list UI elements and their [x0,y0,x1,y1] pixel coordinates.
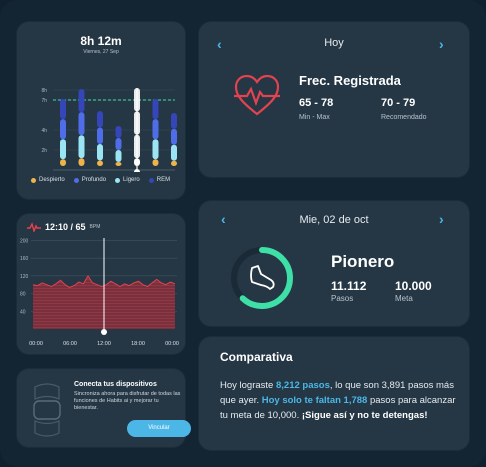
sleep-chart[interactable]: 8h7h4h2hLunMarMiéJueVieSábDom [17,22,185,172]
legend-label: Ligero [123,177,140,183]
hr-ytick: 160 [20,256,29,262]
min-max-value: 65 - 78 [299,97,334,109]
sleep-card[interactable]: 8h 12m Viernes, 27 Sep 8h7h4h2hLunMarMié… [17,22,185,199]
recommended-label: Recomendado [381,114,427,121]
comparison-text: Hoy lograste 8,212 pasos, lo que son 3,8… [220,378,460,423]
sleep-bar-segment [60,139,66,160]
legend-rem: REM [148,177,171,183]
hr-ytick: 120 [20,274,29,280]
hr-xtick: 12:00 [97,341,111,347]
connect-title: Conecta tus dispositivos [74,381,157,388]
min-max-label: Min - Max [299,114,330,121]
sleep-legend: Despierto Profundo Ligero REM [31,177,170,183]
sleep-date: Viernes, 27 Sep [83,49,119,55]
sleep-ytick: 2h [41,148,47,154]
hr-xtick: 00:00 [29,341,43,347]
sleep-bar-segment [152,139,159,160]
hr-xtick: 18:00 [131,341,145,347]
steps-value: 11.112 [331,279,367,293]
connect-description: Sincroniza ahora para disfrutar de todas… [74,391,181,411]
recommended-value: 70 - 79 [381,97,416,109]
legend-despierto: Despierto [31,177,65,183]
heart-rate-value: 12:10 / 65 [45,222,86,232]
heart-summary-header: Hoy [324,37,344,49]
sleep-bar-segment [171,144,177,161]
sleep-bar-segment [152,159,159,166]
link-button[interactable]: Vincular [127,420,191,437]
hr-ytick: 200 [20,238,29,244]
heart-rate-unit: BPM [89,224,101,230]
goal-label: Meta [395,294,413,303]
legend-label: Profundo [81,177,107,183]
sleep-bar-segment [115,138,122,150]
steps-progress-ring [231,247,293,309]
connect-devices-card: Conecta tus dispositivos Sincroniza ahor… [17,369,191,447]
heart-rate-chart[interactable]: 200 160 120 80 40 00:00 06:00 12:00 18:00 00:00 [17,236,185,354]
rem-dot [148,177,154,183]
sleep-bar-segment [171,160,177,166]
heart-rate-icon [234,74,280,116]
sleep-bar-segment [115,162,122,166]
sleep-bar-segment [171,113,177,129]
text-segment: , lo que son 3,891 pasos más que ayer. [220,380,454,406]
steps-label: Pasos [331,294,354,303]
sleep-bar-segment [60,119,66,140]
legend-ligero: Ligero [115,177,140,183]
steps-card: ‹ Mie, 02 de oct › Pionero 11.112 Pasos … [199,201,469,326]
hr-xtick: 06:00 [63,341,77,347]
comparison-title: Comparativa [220,350,293,364]
legend-label: Despierto [39,177,65,183]
sleep-bar-segment [78,112,85,136]
legend-label: REM [156,177,171,183]
sleep-bar-segment [171,128,177,145]
sleep-bar-segment [60,159,66,166]
comparison-card: Comparativa Hoy lograste 8,212 pasos, lo… [199,337,469,450]
sleep-bar-segment [60,99,66,120]
selected-day-dot [134,169,140,172]
pulse-icon [27,222,41,232]
sleep-ytick: 8h [41,88,47,94]
heart-rate-header: 12:10 / 65 BPM [27,222,100,232]
ligero-dot [115,177,121,183]
sleep-bar-segment [78,135,85,159]
hr-cursor-dot [101,329,107,335]
steps-date: Mie, 02 de oct [299,214,369,226]
sleep-bar-segment [78,89,85,113]
sleep-duration: 8h 12m [80,34,122,48]
fitness-band-icon [33,383,61,437]
ring-progress [231,247,293,309]
sleep-ytick: 4h [41,128,47,134]
recorded-rate-label: Frec. Registrada [299,73,401,88]
goal-value: 10.000 [395,279,432,293]
sleep-bar-segment [97,144,103,161]
hr-ytick: 40 [20,309,26,315]
sleep-bar-segment [78,158,85,166]
text-segment: Hoy lograste [220,380,276,391]
text-segment: pasos para alcanzar tu meta de 10,000. [220,395,456,421]
sleep-bar-segment [115,126,122,138]
legend-profundo: Profundo [73,177,107,183]
chevron-right-icon[interactable]: › [439,36,444,52]
sleep-ytick: 7h [41,98,47,104]
shoe-icon [250,265,275,290]
profundo-dot [73,177,79,183]
despierto-dot [31,177,36,183]
hr-xtick: 00:00 [165,341,179,347]
chevron-left-icon[interactable]: ‹ [221,211,226,227]
chevron-right-icon[interactable]: › [439,211,444,227]
sleep-bar-segment [97,127,103,144]
sleep-bar-segment [152,119,159,140]
hr-ytick: 80 [20,292,26,298]
achievement-level: Pionero [331,252,395,271]
encouragement-text: ¡Sigue así y no te detengas! [301,410,428,421]
heart-summary-card: ‹ Hoy › Frec. Registrada 65 - 78 Min - M… [199,22,469,177]
sleep-bar-segment [115,150,122,162]
sleep-bar-segment [152,99,159,120]
chevron-left-icon[interactable]: ‹ [217,36,222,52]
steps-highlight: 8,212 pasos [275,380,330,391]
sleep-bar-segment [97,160,103,166]
heart-rate-card[interactable]: 12:10 / 65 BPM 200 160 120 80 40 00:00 06:00 12… [17,214,185,354]
remaining-highlight: Hoy solo te faltan 1,788 [261,395,368,406]
sleep-bar-segment [97,111,103,128]
